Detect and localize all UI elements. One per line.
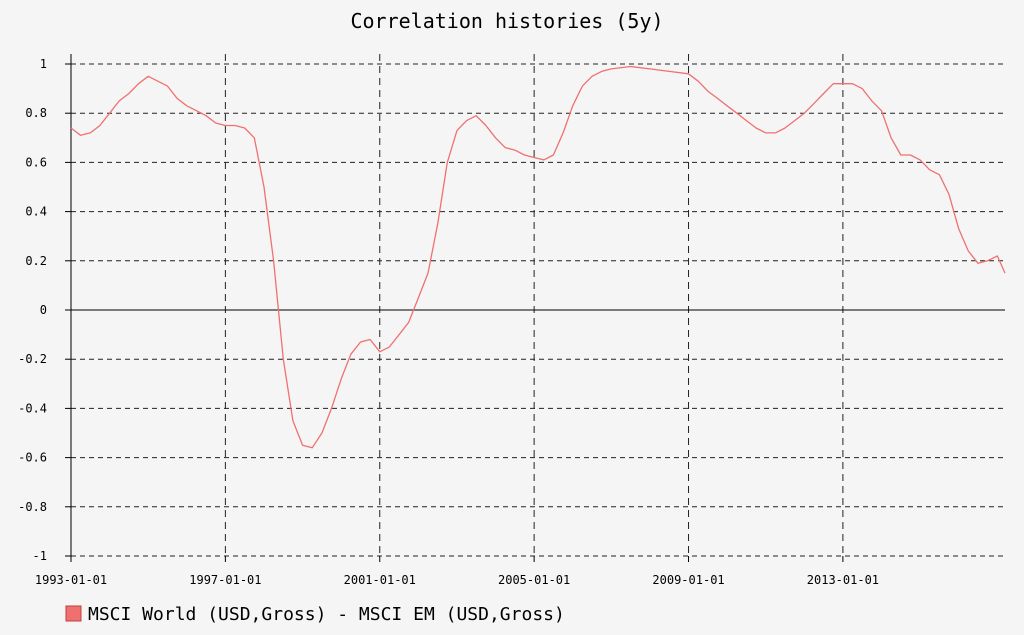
- x-tick-label: 2009-01-01: [652, 573, 724, 587]
- y-tick-label: -0.8: [18, 500, 47, 514]
- grid: [71, 54, 1005, 557]
- x-tick-label: 1997-01-01: [189, 573, 261, 587]
- y-tick-label: -0.2: [18, 352, 47, 366]
- series-layer: [70, 65, 1006, 449]
- legend-swatch: [65, 605, 82, 622]
- y-tick-label: 0.8: [25, 106, 47, 120]
- y-tick-label: -0.4: [18, 401, 47, 415]
- legend[interactable]: MSCI World (USD,Gross) - MSCI EM (USD,Gr…: [65, 604, 565, 625]
- axes: [70, 54, 1005, 556]
- y-tick-label: -1: [33, 549, 47, 563]
- y-axis-ticks: 1 0.8 0.6 0.4 0.2 0 -0.2 -0.4 -0.6 -0.8 -1: [18, 57, 71, 563]
- chart-title: Correlation histories (5y): [350, 9, 663, 33]
- y-tick-label: 0.4: [25, 205, 47, 219]
- y-tick-label: 0.2: [25, 254, 47, 268]
- y-tick-label: -0.6: [18, 451, 47, 465]
- x-tick-label: 2001-01-01: [344, 573, 416, 587]
- y-tick-label: 1: [40, 57, 47, 71]
- legend-label: MSCI World (USD,Gross) - MSCI EM (USD,Gr…: [88, 604, 565, 625]
- x-tick-label: 2013-01-01: [807, 573, 879, 587]
- y-tick-label: 0: [40, 303, 47, 317]
- series-line: [70, 65, 1006, 449]
- x-tick-label: 2005-01-01: [498, 573, 570, 587]
- x-tick-label: 1993-01-01: [35, 573, 107, 587]
- y-tick-label: 0.6: [25, 155, 47, 169]
- x-axis-ticks: 1993-01-01 1997-01-01 2001-01-01 2005-01-01…: [35, 556, 879, 587]
